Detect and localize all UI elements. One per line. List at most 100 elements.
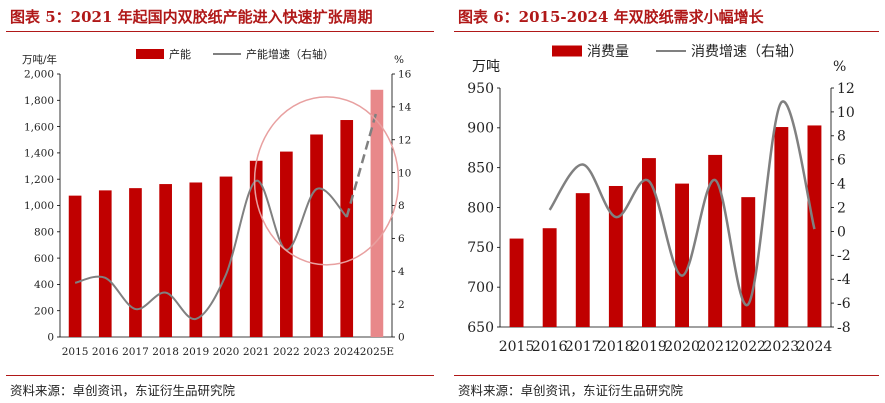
left-tick-label: 800	[467, 200, 494, 216]
left-tick-label: 0	[47, 332, 54, 344]
right-tick-label: 8	[398, 200, 405, 212]
chart-title: 图表 5：2021 年起国内双胶纸产能进入快速扩张周期	[10, 8, 373, 26]
growth-line	[548, 100, 816, 307]
capacity-chart: 0 200 400 600 800 1,000 1,200 1,400 1,600 1,800 2,…	[22, 47, 412, 358]
bar	[542, 228, 557, 327]
x-tick-label: 2020	[664, 339, 700, 355]
consumption-chart: 650 700 750 800 850 900 950 -8 -6 -4 -2 0 2 4 6 8 10 12 万吨…	[467, 44, 855, 355]
x-tick-label: 2023	[764, 339, 800, 355]
bar	[340, 120, 354, 338]
left-tick-label: 1,400	[24, 148, 54, 160]
right-tick-label: 4	[398, 266, 405, 278]
left-tick-label: 2,000	[24, 69, 54, 81]
right-tick-label: 14	[398, 102, 412, 114]
right-tick-label: 6	[398, 233, 405, 245]
right-tick-label: 10	[837, 105, 855, 121]
x-tick-label: 2019	[182, 346, 209, 358]
left-axis-unit: 万吨/年	[22, 53, 57, 66]
right-tick-label: 12	[837, 81, 855, 97]
left-tick-label: 400	[34, 279, 54, 291]
x-tick-label: 2023	[303, 346, 330, 358]
bar	[708, 154, 723, 327]
bar	[641, 158, 656, 327]
growth-line	[74, 179, 348, 320]
right-tick-label: 4	[837, 177, 846, 193]
legend-swatch-bar	[552, 45, 582, 57]
x-tick-label: 2025E	[360, 346, 394, 358]
right-tick-label: 12	[398, 134, 411, 146]
title-divider	[6, 31, 434, 32]
bar	[159, 184, 172, 337]
x-tick-label: 2018	[152, 346, 179, 358]
source-divider	[454, 375, 879, 376]
left-tick-label: 850	[467, 161, 494, 177]
x-tick-label: 2021	[243, 346, 270, 358]
source-note: 资料来源：卓创资讯，东证衍生品研究院	[458, 383, 684, 398]
x-tick-label: 2019	[631, 339, 667, 355]
source-note: 资料来源：卓创资讯，东证衍生品研究院	[10, 383, 236, 398]
right-tick-label: 0	[837, 224, 846, 240]
left-tick-label: 700	[467, 280, 494, 296]
right-tick-label: 10	[398, 167, 411, 179]
right-tick-label: 2	[837, 200, 846, 216]
left-tick-label: 1,600	[24, 121, 54, 133]
x-tick-label: 2017	[122, 346, 149, 358]
right-tick-label: 0	[398, 332, 405, 344]
x-tick-label: 2016	[92, 346, 119, 358]
x-tick-label: 2020	[213, 346, 240, 358]
x-tick-label: 2015	[62, 346, 89, 358]
x-tick-label: 2018	[598, 339, 634, 355]
bar	[675, 183, 690, 327]
x-tick-label: 2022	[273, 346, 300, 358]
bar	[129, 188, 142, 337]
bar	[370, 89, 384, 337]
left-tick-label: 600	[34, 253, 54, 265]
left-axis-unit: 万吨	[472, 59, 500, 75]
left-tick-label: 950	[467, 81, 494, 97]
x-tick-label: 2015	[499, 339, 535, 355]
bar	[575, 193, 590, 327]
x-tick-label: 2024	[797, 339, 833, 355]
legend-swatch-bar	[136, 49, 164, 59]
left-tick-label: 1,200	[24, 174, 54, 186]
legend-label-line: 消费增速（右轴）	[691, 44, 803, 60]
right-tick-label: -8	[837, 320, 851, 336]
legend-label-bar: 产能	[169, 47, 191, 61]
right-tick-label: 16	[398, 69, 412, 81]
bar	[68, 195, 82, 337]
bar	[249, 160, 263, 337]
chart-panel-right: 图表 6：2015-2024 年双胶纸需求小幅增长 650 700 750 800 85…	[448, 0, 885, 403]
left-tick-label: 650	[467, 320, 494, 336]
left-tick-label: 200	[34, 305, 54, 317]
chart-panel-left: 图表 5：2021 年起国内双胶纸产能进入快速扩张周期 0 200 400 600 80…	[0, 0, 440, 403]
left-tick-label: 750	[467, 240, 494, 256]
highlight-circle	[253, 96, 400, 266]
right-tick-label: 2	[398, 299, 405, 311]
right-axis-unit: %	[833, 59, 846, 75]
right-tick-label: -6	[837, 296, 851, 312]
bar	[98, 190, 112, 337]
left-tick-label: 900	[467, 121, 494, 137]
source-divider	[6, 375, 434, 376]
right-tick-label: -4	[837, 272, 851, 288]
x-tick-label: 2022	[730, 339, 766, 355]
legend-label-bar: 消费量	[587, 44, 629, 60]
bar	[280, 151, 293, 337]
bar	[774, 127, 789, 327]
bar	[219, 176, 233, 337]
right-tick-label: 6	[837, 153, 846, 169]
right-axis-unit: %	[394, 54, 404, 66]
right-tick-label: 8	[837, 129, 846, 145]
chart-title: 图表 6：2015-2024 年双胶纸需求小幅增长	[458, 8, 764, 26]
bar	[741, 197, 756, 327]
legend-label-line: 产能增速（右轴）	[246, 47, 334, 61]
left-tick-label: 1,800	[24, 95, 54, 107]
left-tick-label: 1,000	[24, 200, 54, 212]
x-tick-label: 2017	[565, 339, 601, 355]
right-tick-label: -2	[837, 248, 851, 264]
left-tick-label: 800	[34, 226, 54, 238]
x-tick-label: 2021	[697, 339, 733, 355]
bar	[310, 134, 323, 337]
bar	[608, 185, 623, 327]
bar	[189, 182, 203, 337]
